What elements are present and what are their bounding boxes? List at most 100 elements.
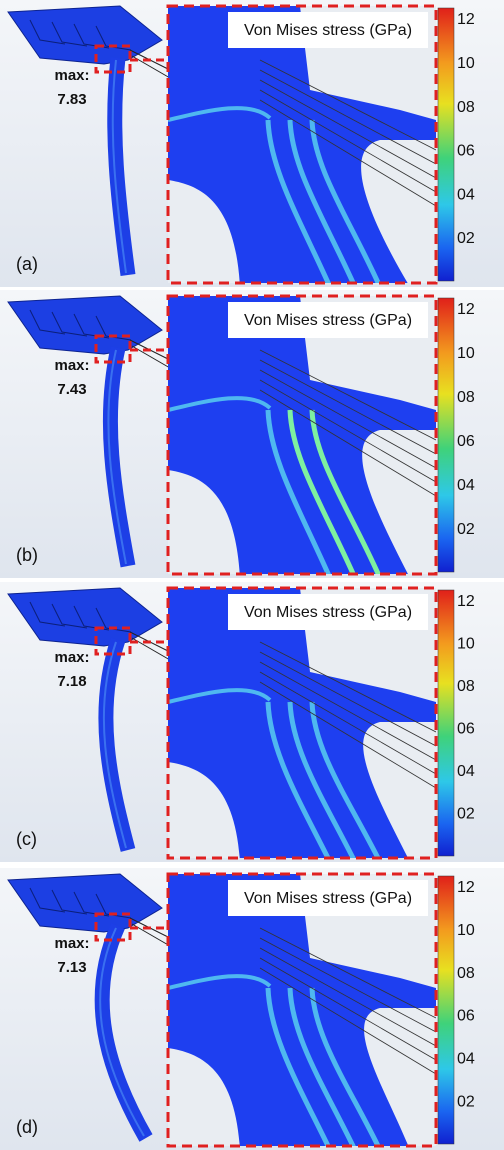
colorbar — [437, 875, 455, 1145]
max-value: 7.18 — [57, 673, 86, 690]
zoom-wire — [259, 937, 436, 1033]
colorbar-tick-label: 12 — [457, 593, 475, 610]
colorbar-tick-label: 06 — [457, 433, 475, 450]
panel-label: (b) — [16, 545, 38, 565]
legend-title: Von Mises stress (GPa) — [244, 890, 412, 907]
stress-stripe — [265, 409, 331, 574]
zoom-wire — [259, 957, 436, 1061]
panel: Von Mises stress (GPa) 12 10 08 06 04 02 max: 7.… — [0, 868, 504, 1150]
max-label: max: — [54, 935, 89, 952]
stress-stripe — [168, 396, 272, 412]
zoom-wire — [259, 947, 436, 1047]
device-plate — [7, 295, 163, 355]
device-beam — [102, 346, 136, 568]
panel-label: (d) — [16, 1117, 38, 1137]
plate-trace — [29, 887, 66, 913]
zoom-wire — [259, 59, 436, 151]
colorbar-tick-label: 02 — [457, 521, 475, 538]
zoom-wire — [259, 927, 436, 1019]
colorbar-tick-label: 08 — [457, 389, 475, 406]
stress-stripe — [309, 701, 381, 858]
legend-title: Von Mises stress (GPa) — [244, 604, 412, 621]
device-beam — [94, 922, 153, 1142]
zoom-frame — [166, 872, 438, 1148]
colorbar-tick-label: 06 — [457, 1008, 475, 1025]
panel-label: (c) — [16, 829, 37, 849]
stress-stripe — [287, 987, 356, 1146]
stress-stripe — [287, 409, 356, 574]
max-label: max: — [54, 357, 89, 374]
stress-stripe — [309, 409, 381, 574]
colorbar-tick-label: 10 — [457, 55, 475, 72]
colorbar-tick-label: 02 — [457, 1093, 475, 1110]
legend-title: Von Mises stress (GPa) — [244, 312, 412, 329]
plate-trace — [95, 893, 132, 919]
plate-trace — [29, 19, 66, 45]
colorbar-tick-label: 04 — [457, 763, 475, 780]
device-plate — [7, 587, 163, 647]
device-beam — [107, 57, 136, 276]
colorbar-tick-label: 06 — [457, 721, 475, 738]
colorbar-tick-label: 04 — [457, 186, 475, 203]
device-plate — [7, 873, 163, 933]
zoom-wire — [259, 349, 436, 441]
zoom-frame — [166, 586, 438, 860]
stress-stripe — [265, 987, 331, 1146]
colorbar-tick-label: 08 — [457, 678, 475, 695]
zoom-view — [168, 588, 436, 858]
zoom-wire — [259, 79, 436, 179]
max-value: 7.83 — [57, 91, 86, 108]
colorbar-tick-label: 04 — [457, 1051, 475, 1068]
zoom-wire — [259, 379, 436, 483]
colorbar-tick-label: 06 — [457, 143, 475, 160]
colorbar — [437, 7, 455, 282]
zoom-wire — [259, 369, 436, 469]
beam-stripe — [99, 927, 145, 1137]
panel: Von Mises stress (GPa) 12 10 08 06 04 02 max: 7.… — [0, 582, 504, 862]
stress-stripe — [309, 119, 381, 283]
zoom-wire — [259, 671, 436, 775]
stress-stripe — [265, 701, 331, 858]
panel: Von Mises stress (GPa) 12 10 08 06 04 02 max: 7.… — [0, 0, 504, 287]
legend-box — [228, 302, 428, 338]
colorbar-tick-label: 08 — [457, 99, 475, 116]
zoom-wire — [259, 651, 436, 747]
zoom-wire — [259, 99, 436, 207]
max-label: max: — [54, 67, 89, 84]
zoom-frame — [166, 4, 438, 285]
colorbar-tick-label: 12 — [457, 301, 475, 318]
zoom-wire — [259, 359, 436, 455]
panel-label: (a) — [16, 254, 38, 274]
stress-stripe — [168, 106, 272, 122]
plate-trace — [51, 21, 88, 47]
zoom-frame — [166, 294, 438, 576]
beam-stripe — [107, 349, 127, 565]
plate-trace — [95, 607, 132, 633]
legend-box — [228, 594, 428, 630]
zoom-view — [168, 6, 436, 283]
max-value: 7.13 — [57, 959, 86, 976]
plate-trace — [51, 311, 88, 337]
colorbar — [437, 589, 455, 857]
plate-trace — [29, 309, 66, 335]
colorbar-tick-label: 10 — [457, 922, 475, 939]
zoom-wire — [259, 681, 436, 789]
plate-trace — [29, 601, 66, 627]
zoom-wire — [259, 967, 436, 1075]
stress-stripe — [168, 974, 272, 990]
zoom-wire — [259, 389, 436, 497]
zoom-body — [168, 874, 436, 1146]
colorbar-tick-label: 12 — [457, 879, 475, 896]
colorbar-tick-label: 04 — [457, 477, 475, 494]
legend-box — [228, 12, 428, 48]
colorbar-tick-label: 02 — [457, 805, 475, 822]
zoom-view — [168, 296, 436, 574]
stress-stripe — [309, 987, 381, 1146]
colorbar-tick-label: 08 — [457, 965, 475, 982]
stress-stripe — [287, 701, 356, 858]
colorbar-tick-label: 02 — [457, 230, 475, 247]
colorbar-tick-label: 10 — [457, 636, 475, 653]
max-value: 7.43 — [57, 381, 86, 398]
max-label: max: — [54, 649, 89, 666]
